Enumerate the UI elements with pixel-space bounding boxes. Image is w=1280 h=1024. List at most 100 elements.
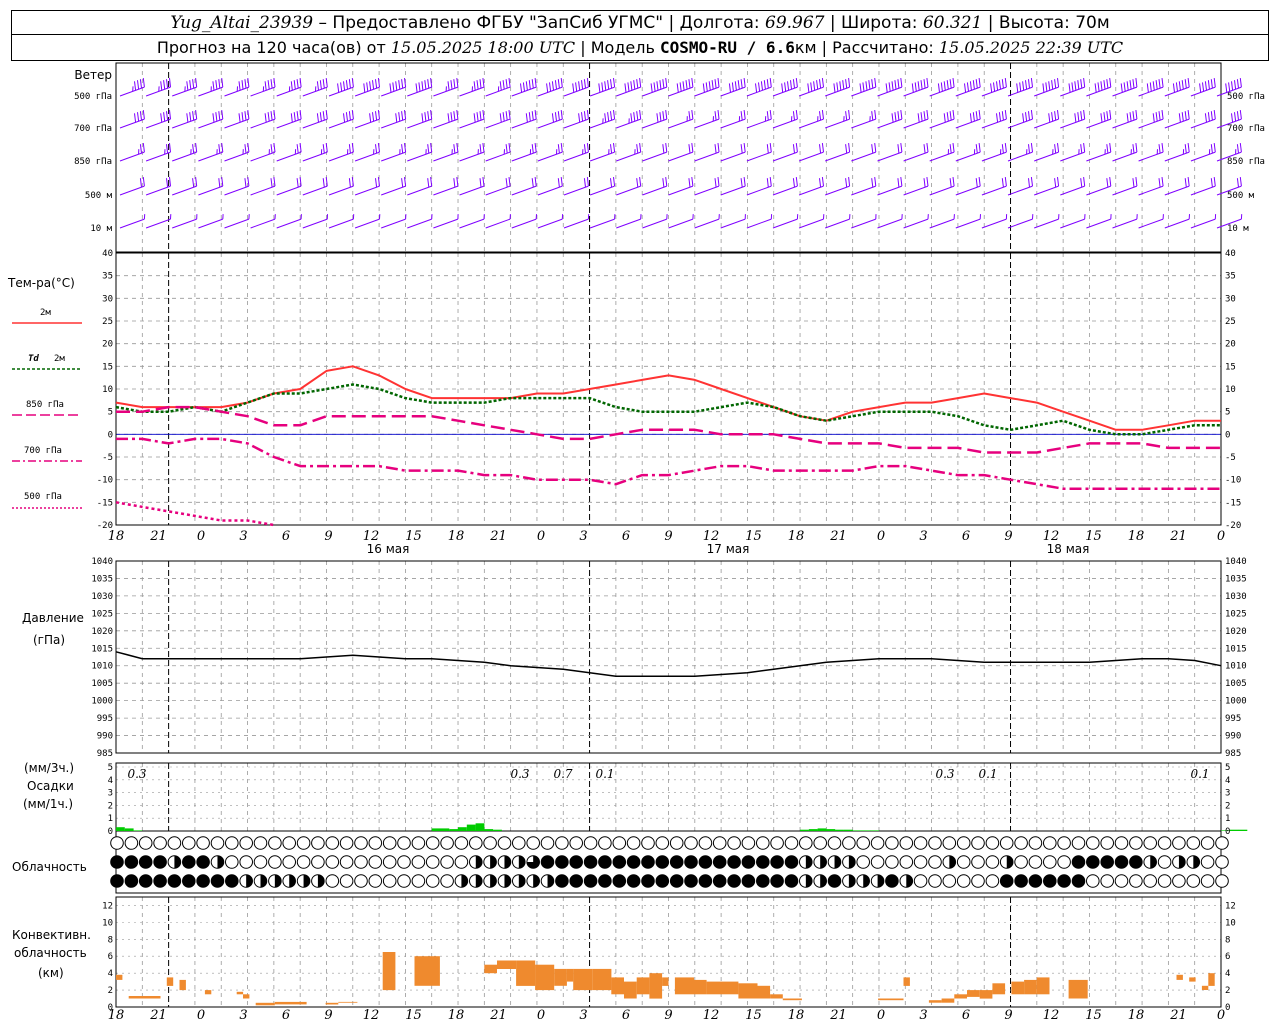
- cloud-half: [863, 874, 870, 888]
- wind-barb-feather: [427, 178, 430, 188]
- wind-barb-feather: [610, 79, 613, 89]
- wind-barb-shaft: [851, 86, 876, 97]
- temp-y-tick-right: 35: [1225, 272, 1236, 282]
- wind-level-label: 850 гПа: [74, 157, 112, 167]
- cloud-half: [475, 874, 483, 888]
- wind-barb-shaft: [668, 151, 694, 162]
- wind-barb-feather: [969, 113, 972, 123]
- wind-barb-feather: [937, 83, 940, 93]
- precip-bar: [835, 829, 844, 831]
- temp-y-tick: -20: [97, 521, 113, 531]
- cloud-symbol: [1215, 855, 1229, 869]
- precip-label: 0.3: [510, 767, 529, 781]
- cloud-symbol: [1200, 855, 1215, 869]
- wind-barb-feather: [351, 110, 354, 120]
- wind-barb-feather: [1210, 178, 1213, 188]
- wind-barb-shaft: [119, 151, 145, 162]
- cloud-symbol: [1215, 836, 1229, 850]
- cloud-half: [518, 855, 526, 869]
- cloud-symbol: [540, 836, 555, 850]
- wind-barb-feather: [1155, 80, 1158, 90]
- temp-y-tick: -15: [97, 498, 113, 508]
- wind-barb-feather: [418, 82, 421, 92]
- cloud-half: [820, 855, 827, 869]
- wind-barb-feather: [163, 112, 166, 122]
- cloud-symbol: [325, 874, 340, 888]
- cloud-symbol: [913, 836, 928, 850]
- cloud-symbol: [282, 836, 297, 850]
- wind-barb-shaft: [328, 151, 354, 162]
- wind-barbs: [119, 78, 1243, 229]
- wind-barb-shaft: [354, 185, 380, 196]
- wind-barb-feather: [247, 78, 250, 88]
- wind-barb-shaft: [1007, 86, 1033, 97]
- wind-barb-feather: [636, 178, 639, 188]
- precip-bar: [1238, 829, 1248, 831]
- wind-barb-shaft: [433, 151, 459, 162]
- wind-barb-feather: [296, 178, 299, 188]
- cloud-half: [461, 874, 468, 888]
- wind-barb-shaft: [381, 151, 406, 162]
- wind-barb-shaft: [694, 185, 720, 196]
- wind-barb-feather: [369, 81, 372, 91]
- wind-barb-shaft: [851, 185, 876, 196]
- cloud-symbol: [784, 836, 799, 850]
- wind-barb-feather: [1184, 144, 1187, 154]
- wind-barb-feather: [717, 78, 720, 88]
- wind-barb-shaft: [1007, 218, 1033, 229]
- wind-barb-feather: [900, 78, 903, 88]
- wind-barb-feather: [534, 110, 537, 120]
- wind-barb-feather: [554, 80, 557, 90]
- wind-barb-feather: [1181, 80, 1184, 90]
- wind-barb-feather: [169, 143, 171, 153]
- conv-bar: [325, 1002, 339, 1005]
- wind-barb-shaft: [1164, 185, 1190, 196]
- wind-barb-feather: [351, 78, 354, 88]
- wind-barb-feather: [212, 113, 215, 123]
- wind-barb-shaft: [668, 118, 694, 129]
- wind-barb-shaft: [1112, 218, 1138, 229]
- press-y-tick: 1005: [91, 679, 113, 689]
- wind-barb-feather: [848, 177, 851, 187]
- cloud-symbol: [110, 874, 124, 888]
- cloud-symbol: [813, 836, 828, 850]
- wind-barb-feather: [534, 78, 537, 88]
- wind-barb-shaft: [433, 86, 459, 97]
- wind-barb-shaft: [381, 118, 406, 129]
- wind-barb-feather: [964, 83, 967, 93]
- wind-barb-feather: [424, 112, 427, 122]
- wind-barb-shaft: [1007, 151, 1033, 162]
- cloud-symbol: [770, 855, 784, 869]
- frame-temp: [115, 252, 1222, 526]
- wind-barb-feather: [998, 112, 1001, 122]
- cloud-symbol: [928, 836, 942, 850]
- wind-barb-feather: [267, 80, 270, 90]
- wind-barb-feather: [238, 113, 241, 123]
- x-tick-label: 3: [579, 529, 587, 544]
- precip-labels: 0.3 0.3 0.7 0.1 0.3 0.1 0.1: [127, 767, 1209, 781]
- cloud-symbol: [1114, 855, 1129, 869]
- wind-barb-feather: [1181, 112, 1184, 122]
- wind-barb-feather: [169, 177, 171, 187]
- wind-barb-feather: [1204, 81, 1207, 91]
- cloud-symbol: [1114, 874, 1129, 888]
- wind-barb-shaft: [746, 218, 772, 229]
- cloud-symbol: [440, 855, 454, 869]
- wind-barb-feather: [998, 80, 1001, 90]
- wind-barb-feather: [479, 144, 482, 154]
- conv-y-tick: 4: [108, 969, 113, 979]
- wind-barb-shaft: [381, 218, 406, 229]
- wind-barb-shaft: [224, 185, 250, 196]
- wind-barb-shaft: [877, 151, 903, 162]
- cloud-symbol: [1172, 874, 1186, 888]
- wind-barb-feather: [273, 143, 276, 153]
- cloud-symbol: [741, 855, 756, 869]
- wind-barb-feather: [613, 143, 616, 153]
- model-unit: км: [794, 38, 817, 57]
- cloud-symbol: [641, 836, 655, 850]
- wind-barb-feather: [447, 113, 450, 123]
- wind-level-label-right: 500 гПа: [1227, 92, 1265, 102]
- wind-barb-feather: [627, 82, 630, 92]
- conv-y-tick-right: 8: [1225, 935, 1230, 945]
